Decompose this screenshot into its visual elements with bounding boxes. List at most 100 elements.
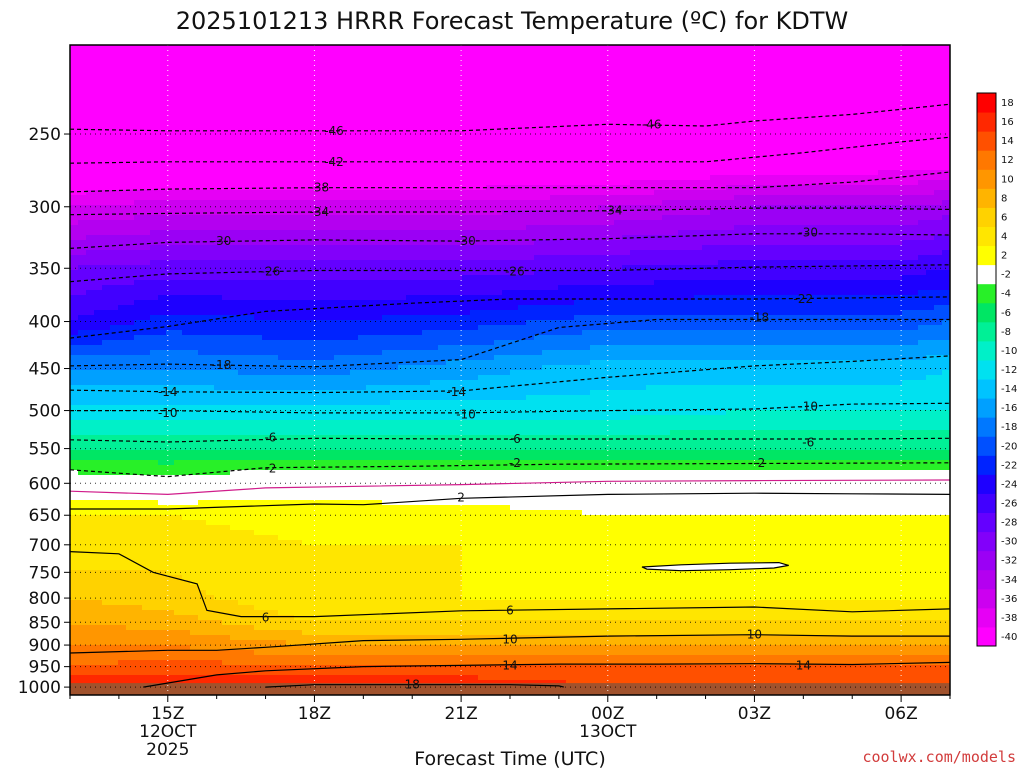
field-cell bbox=[126, 620, 135, 626]
field-cell bbox=[158, 345, 167, 351]
field-cell bbox=[110, 465, 119, 471]
field-cell bbox=[246, 535, 255, 541]
field-cell bbox=[246, 275, 255, 281]
field-cell bbox=[134, 335, 143, 341]
field-cell bbox=[102, 535, 111, 541]
field-cell bbox=[102, 410, 111, 416]
field-cell bbox=[334, 605, 343, 611]
field-cell bbox=[286, 645, 295, 651]
field-cell bbox=[150, 290, 159, 296]
field-cell bbox=[70, 185, 79, 191]
field-cell bbox=[94, 545, 103, 551]
field-cell bbox=[294, 290, 303, 296]
field-cell bbox=[230, 205, 239, 211]
field-cell bbox=[358, 185, 367, 191]
field-cell bbox=[102, 660, 111, 666]
field-cell bbox=[238, 405, 247, 411]
field-cell bbox=[334, 540, 343, 546]
field-cell bbox=[286, 155, 295, 161]
field-cell bbox=[174, 365, 183, 371]
field-cell bbox=[134, 430, 143, 436]
field-cell bbox=[134, 300, 143, 306]
field-cell bbox=[158, 515, 167, 521]
field-cell bbox=[118, 255, 127, 261]
field-cell bbox=[78, 625, 87, 631]
field-cell bbox=[334, 205, 343, 211]
field-cell bbox=[206, 620, 215, 626]
field-cell bbox=[238, 490, 247, 496]
field-cell bbox=[70, 395, 79, 401]
field-cell bbox=[214, 370, 223, 376]
field-cell bbox=[334, 365, 343, 371]
field-cell bbox=[174, 565, 183, 571]
field-cell bbox=[318, 365, 327, 371]
field-cell bbox=[294, 425, 303, 431]
field-cell bbox=[206, 635, 215, 641]
field-cell bbox=[118, 630, 127, 636]
field-cell bbox=[174, 370, 183, 376]
field-cell bbox=[262, 195, 271, 201]
field-cell bbox=[126, 305, 135, 311]
field-cell bbox=[278, 675, 287, 681]
field-cell bbox=[286, 170, 295, 176]
field-cell bbox=[326, 215, 335, 221]
field-cell bbox=[302, 190, 311, 196]
field-cell bbox=[206, 100, 215, 106]
field-cell bbox=[238, 510, 247, 516]
field-cell bbox=[358, 170, 367, 176]
field-cell bbox=[118, 400, 127, 406]
field-cell bbox=[310, 90, 319, 96]
field-cell bbox=[102, 220, 111, 226]
field-cell bbox=[246, 635, 255, 641]
field-cell bbox=[150, 150, 159, 156]
field-cell bbox=[86, 670, 95, 676]
field-cell bbox=[182, 670, 191, 676]
field-cell bbox=[134, 425, 143, 431]
field-cell bbox=[166, 565, 175, 571]
field-cell bbox=[174, 660, 183, 666]
field-cell bbox=[246, 455, 255, 461]
field-cell bbox=[94, 290, 103, 296]
field-cell bbox=[270, 100, 279, 106]
field-cell bbox=[86, 580, 95, 586]
field-cell bbox=[342, 595, 351, 601]
field-cell bbox=[350, 460, 359, 466]
field-cell bbox=[118, 75, 127, 81]
field-cell bbox=[94, 505, 103, 511]
field-cell bbox=[230, 520, 239, 526]
field-cell bbox=[206, 110, 215, 116]
field-cell bbox=[94, 625, 103, 631]
field-cell bbox=[110, 295, 119, 301]
field-cell bbox=[70, 285, 79, 291]
field-cell bbox=[270, 415, 279, 421]
field-cell bbox=[174, 285, 183, 291]
field-cell bbox=[198, 210, 207, 216]
field-cell bbox=[230, 320, 239, 326]
field-cell bbox=[238, 395, 247, 401]
field-cell bbox=[190, 190, 199, 196]
field-cell bbox=[214, 480, 223, 486]
field-cell bbox=[78, 380, 87, 386]
field-cell bbox=[302, 135, 311, 141]
field-cell bbox=[358, 230, 367, 236]
field-cell bbox=[118, 515, 127, 521]
field-cell bbox=[182, 95, 191, 101]
field-cell bbox=[70, 255, 79, 261]
field-cell bbox=[70, 330, 79, 336]
field-cell bbox=[126, 210, 135, 216]
field-cell bbox=[350, 655, 359, 661]
field-cell bbox=[366, 440, 375, 446]
field-cell bbox=[142, 385, 151, 391]
field-cell bbox=[246, 450, 255, 456]
field-cell bbox=[334, 325, 343, 331]
field-cell bbox=[214, 580, 223, 586]
field-cell bbox=[118, 550, 127, 556]
field-cell bbox=[222, 665, 231, 671]
field-cell bbox=[142, 630, 151, 636]
field-cell bbox=[246, 605, 255, 611]
field-cell bbox=[142, 165, 151, 171]
field-cell bbox=[334, 265, 343, 271]
field-cell bbox=[310, 155, 319, 161]
field-cell bbox=[134, 390, 143, 396]
field-cell bbox=[150, 515, 159, 521]
